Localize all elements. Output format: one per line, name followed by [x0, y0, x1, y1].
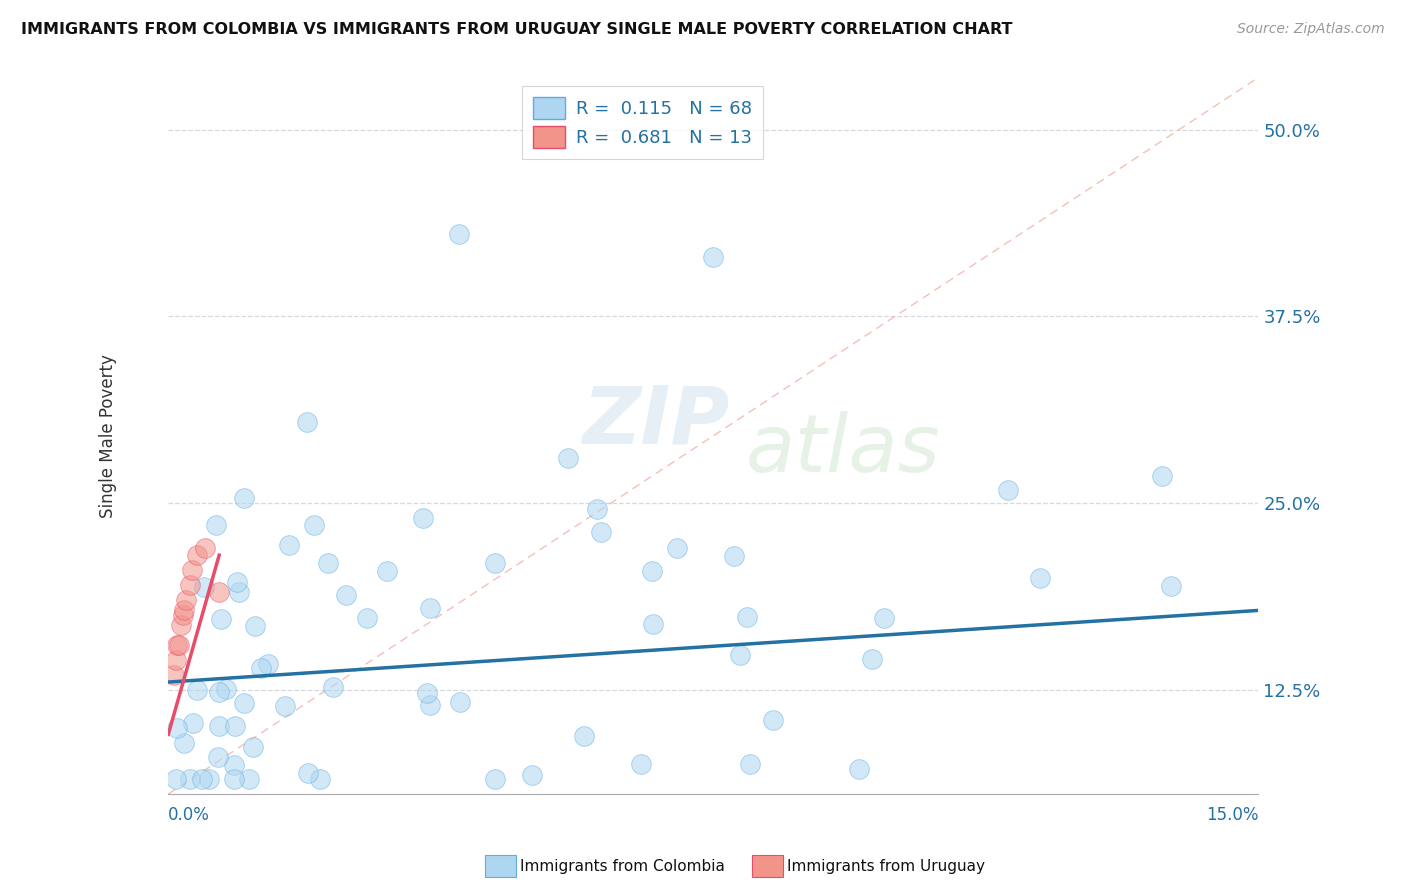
Point: [179, 578, 201, 592]
Point: [860, 652, 883, 666]
Point: [419, 600, 441, 615]
Point: [224, 719, 246, 733]
Point: [484, 772, 506, 786]
Text: Immigrants from Uruguay: Immigrants from Uruguay: [787, 859, 986, 873]
Text: Single Male Poverty: Single Male Poverty: [100, 354, 117, 517]
Point: [666, 541, 689, 555]
Point: [207, 749, 229, 764]
Point: [316, 556, 339, 570]
Point: [557, 451, 579, 466]
Text: ZIP: ZIP: [582, 383, 730, 460]
Point: [848, 762, 870, 776]
Point: [412, 511, 434, 525]
Point: [215, 682, 238, 697]
Point: [356, 611, 378, 625]
Point: [242, 739, 264, 754]
Point: [194, 541, 217, 555]
Point: [243, 618, 266, 632]
Point: [415, 686, 437, 700]
Point: [180, 563, 202, 577]
Point: [297, 766, 319, 780]
Point: [1029, 570, 1052, 584]
Point: [257, 657, 280, 672]
Point: [172, 607, 194, 622]
Point: [167, 638, 190, 652]
Point: [238, 772, 260, 786]
Point: [762, 714, 785, 728]
Point: [295, 415, 318, 429]
Point: [186, 682, 208, 697]
Point: [335, 588, 357, 602]
Point: [322, 681, 344, 695]
Point: [233, 696, 256, 710]
Text: IMMIGRANTS FROM COLOMBIA VS IMMIGRANTS FROM URUGUAY SINGLE MALE POVERTY CORRELAT: IMMIGRANTS FROM COLOMBIA VS IMMIGRANTS F…: [21, 22, 1012, 37]
Point: [209, 612, 232, 626]
Point: [702, 250, 724, 264]
Point: [208, 684, 231, 698]
Point: [173, 603, 195, 617]
Point: [277, 538, 299, 552]
Point: [166, 721, 188, 735]
Point: [170, 618, 193, 632]
Point: [166, 638, 188, 652]
Point: [591, 524, 613, 539]
Point: [997, 483, 1019, 498]
Point: [1160, 578, 1182, 592]
Point: [449, 695, 471, 709]
Point: [1150, 468, 1173, 483]
Point: [179, 772, 201, 786]
Point: [641, 564, 664, 578]
Point: [574, 729, 596, 743]
Point: [873, 611, 896, 625]
Point: [274, 698, 297, 713]
Point: [232, 491, 254, 506]
Point: [730, 648, 752, 662]
Point: [226, 574, 249, 589]
Point: [173, 736, 195, 750]
Point: [176, 593, 198, 607]
Point: [181, 716, 204, 731]
Text: Source: ZipAtlas.com: Source: ZipAtlas.com: [1237, 22, 1385, 37]
Point: [630, 757, 652, 772]
Point: [586, 502, 609, 516]
Point: [308, 772, 330, 786]
Point: [193, 580, 215, 594]
Text: 0.0%: 0.0%: [169, 806, 209, 824]
Point: [186, 548, 208, 562]
Point: [204, 518, 226, 533]
Text: 15.0%: 15.0%: [1206, 806, 1258, 824]
Point: [447, 227, 470, 242]
Point: [250, 661, 273, 675]
Legend: R =  0.115   N = 68, R =  0.681   N = 13: R = 0.115 N = 68, R = 0.681 N = 13: [522, 87, 763, 159]
Point: [419, 698, 441, 713]
Point: [163, 667, 186, 681]
Text: atlas: atlas: [747, 411, 941, 489]
Point: [165, 772, 187, 786]
Point: [484, 556, 506, 570]
Point: [222, 758, 245, 772]
Point: [738, 757, 761, 772]
Point: [208, 585, 231, 599]
Point: [198, 772, 221, 786]
Point: [302, 518, 325, 533]
Point: [222, 772, 245, 786]
Point: [641, 617, 664, 632]
Point: [191, 772, 214, 786]
Point: [208, 719, 231, 733]
Point: [228, 585, 250, 599]
Point: [520, 767, 543, 781]
Point: [723, 549, 745, 563]
Point: [165, 653, 187, 667]
Point: [735, 609, 758, 624]
Point: [375, 565, 398, 579]
Text: Immigrants from Colombia: Immigrants from Colombia: [520, 859, 725, 873]
